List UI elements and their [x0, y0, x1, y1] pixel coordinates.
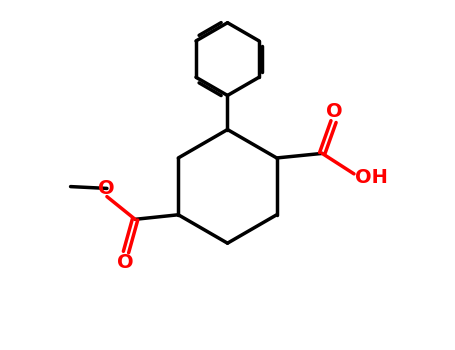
Text: O: O: [326, 102, 343, 121]
Text: OH: OH: [355, 168, 388, 187]
Text: O: O: [117, 253, 133, 272]
Text: O: O: [98, 179, 114, 198]
